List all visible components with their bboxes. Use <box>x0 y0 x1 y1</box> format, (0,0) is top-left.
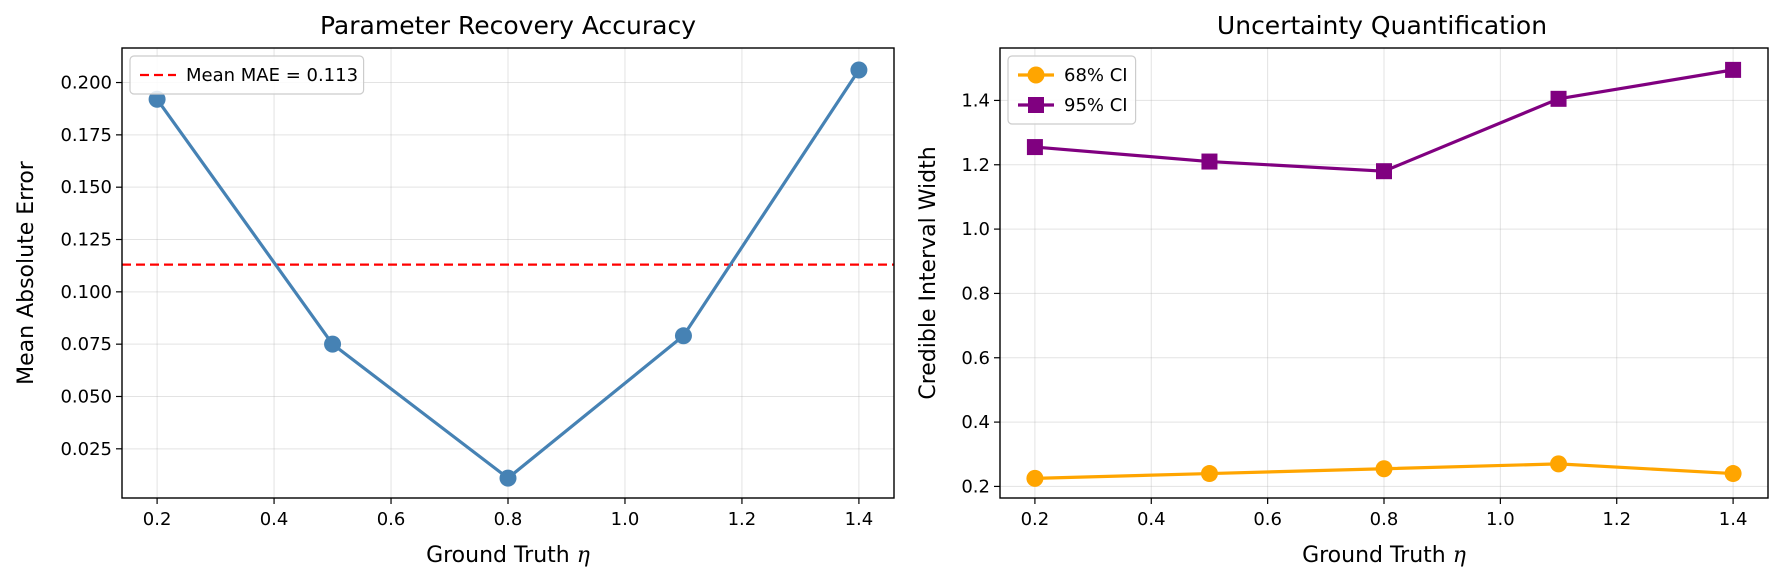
uncertainty-chart: Uncertainty Quantification 0.2 0.4 0.6 0.8 1… <box>916 11 1769 568</box>
y-tick-label: 0.6 <box>961 348 990 369</box>
x-tick-label: 1.2 <box>728 509 757 530</box>
data-point <box>1550 455 1568 473</box>
legend-label: 68% CI <box>1064 65 1128 86</box>
data-point <box>1725 61 1742 78</box>
legend-box <box>129 55 365 95</box>
x-tick-label: 0.4 <box>1137 509 1166 530</box>
y-tick-label: 0.200 <box>60 73 112 94</box>
data-point <box>1026 469 1044 487</box>
x-tick-label: 1.2 <box>1602 509 1631 530</box>
mae-chart-title: Parameter Recovery Accuracy <box>320 11 696 40</box>
data-point <box>499 469 517 487</box>
y-tick-label: 0.050 <box>60 386 112 407</box>
y-tick-label: 0.8 <box>961 283 990 304</box>
y-tick-label: 0.025 <box>60 439 112 460</box>
x-tick-label: 0.8 <box>1370 509 1399 530</box>
y-tick-label: 1.2 <box>961 155 990 176</box>
data-point <box>148 90 166 108</box>
data-point <box>1376 163 1392 180</box>
legend-marker <box>1027 66 1045 84</box>
y-tick-label: 0.4 <box>961 412 990 433</box>
x-tick-label: 0.4 <box>260 509 289 530</box>
x-tick-label: 1.0 <box>1486 509 1515 530</box>
data-point <box>1724 465 1742 483</box>
data-point <box>674 327 692 345</box>
data-point <box>1026 139 1043 156</box>
y-tick-label: 0.075 <box>60 334 112 355</box>
data-point <box>850 61 868 79</box>
x-tick-label: 1.0 <box>611 509 640 530</box>
y-tick-label: 0.125 <box>60 230 112 251</box>
y-tick-label: 1.4 <box>961 90 990 111</box>
x-tick-label: 0.8 <box>494 509 523 530</box>
x-tick-label: 1.4 <box>1719 509 1748 530</box>
legend-label: 95% CI <box>1064 95 1128 116</box>
uncertainty-y-axis-label: Credible Interval Width <box>916 146 941 399</box>
y-tick-label: 0.150 <box>60 177 112 198</box>
data-point <box>1550 90 1567 107</box>
uncertainty-chart-title: Uncertainty Quantification <box>1217 11 1547 40</box>
data-point <box>1200 465 1218 483</box>
mae-x-axis-label: Ground Truth η <box>426 543 590 568</box>
x-tick-label: 0.2 <box>143 509 172 530</box>
mae-y-axis-label: Mean Absolute Error <box>14 160 39 385</box>
y-tick-label: 0.2 <box>961 476 990 497</box>
data-point <box>1201 153 1218 170</box>
y-tick-label: 1.0 <box>961 219 990 240</box>
x-tick-label: 1.4 <box>845 509 874 530</box>
legend-label: Mean MAE = 0.113 <box>186 65 358 86</box>
legend-marker <box>1028 97 1044 113</box>
uncertainty-x-axis-label: Ground Truth η <box>1302 543 1466 568</box>
x-tick-label: 0.2 <box>1021 509 1050 530</box>
mae-chart: Parameter Recovery Accuracy 0.2 0.4 0.6 0.8… <box>14 11 895 568</box>
y-tick-label: 0.100 <box>60 282 112 303</box>
data-point <box>1375 460 1393 478</box>
y-tick-label: 0.175 <box>60 125 112 146</box>
x-tick-label: 0.6 <box>377 509 406 530</box>
x-tick-label: 0.6 <box>1253 509 1282 530</box>
data-point <box>324 335 342 353</box>
